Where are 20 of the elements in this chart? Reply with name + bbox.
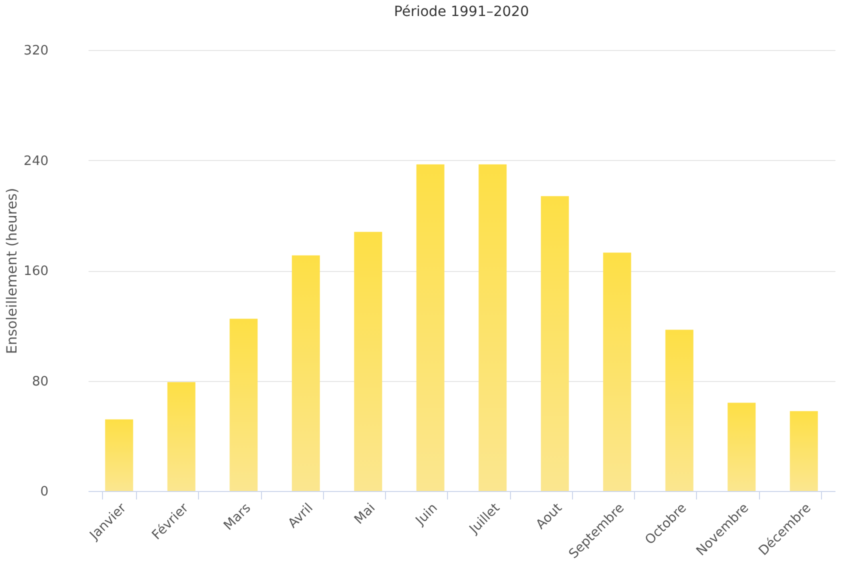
bar bbox=[354, 232, 382, 491]
x-tick-label: Mai bbox=[352, 500, 379, 528]
bar bbox=[665, 330, 694, 491]
y-tick-label: 80 bbox=[32, 374, 48, 390]
bar bbox=[728, 402, 756, 491]
y-tick-label: 160 bbox=[24, 264, 48, 279]
y-axis-title: Ensoleillement (heures) bbox=[4, 188, 21, 354]
y-tick-label: 240 bbox=[24, 154, 48, 169]
bar bbox=[230, 318, 258, 491]
bar bbox=[105, 419, 134, 491]
bar bbox=[478, 164, 507, 491]
bar bbox=[416, 164, 444, 491]
y-tick-label: 0 bbox=[40, 484, 48, 500]
chart-title: Période 1991–2020 bbox=[394, 4, 529, 20]
bar bbox=[540, 196, 569, 491]
bar bbox=[790, 411, 818, 491]
bar bbox=[292, 255, 320, 491]
bar bbox=[603, 252, 632, 491]
bar bbox=[167, 382, 196, 491]
y-tick-label: 320 bbox=[24, 44, 48, 58]
